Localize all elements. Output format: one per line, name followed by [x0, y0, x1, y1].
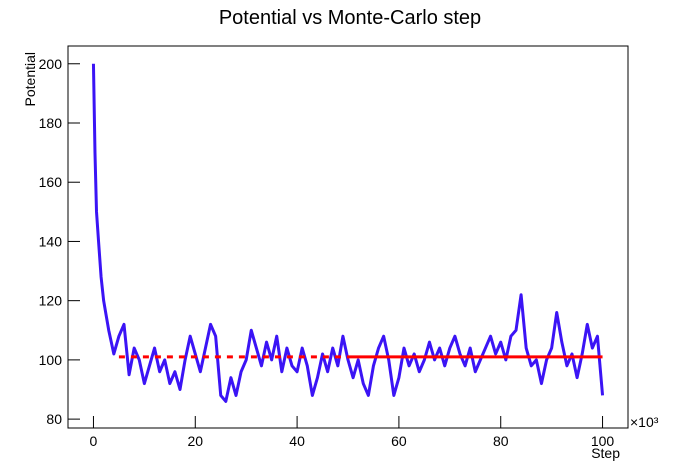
chart-title: Potential vs Monte-Carlo step — [219, 7, 481, 29]
series-line — [91, 63, 605, 403]
y-tick-label: 160 — [39, 174, 63, 190]
x-tick-label: 0 — [90, 433, 98, 449]
y-axis-title: Potential — [22, 52, 38, 106]
y-tick-label: 200 — [39, 56, 63, 72]
y-tick-label: 120 — [39, 293, 63, 309]
x-tick-label: 80 — [493, 433, 509, 449]
x-axis-title: Step — [591, 445, 620, 461]
x-tick-label: 100 — [591, 433, 615, 449]
y-tick-label: 180 — [39, 115, 63, 131]
x-tick-label: 60 — [391, 433, 407, 449]
y-tick-label: 100 — [39, 352, 63, 368]
y-tick-label: 140 — [39, 233, 63, 249]
x-scale-label: ×10³ — [630, 414, 659, 430]
plot-frame — [67, 45, 629, 429]
y-tick-label: 80 — [46, 411, 62, 427]
x-tick-label: 40 — [289, 433, 305, 449]
x-tick-label: 20 — [187, 433, 203, 449]
